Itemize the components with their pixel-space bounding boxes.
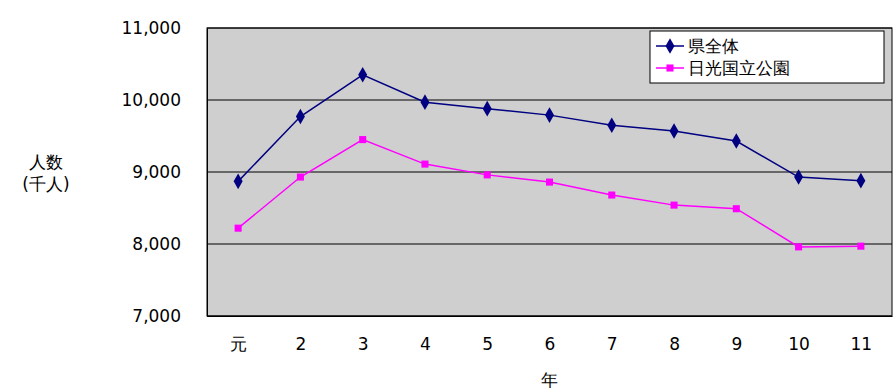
- y-tick-label: 7,000: [132, 306, 181, 326]
- marker: [856, 173, 865, 189]
- series-line: [238, 140, 861, 247]
- y-axis-line: [207, 29, 208, 317]
- plot: 7,000 8,000 9,000 10,000 11,000 元 2 3 4 5 6 7 8 9 10 11…: [122, 18, 893, 354]
- x-tick: 8: [669, 316, 680, 354]
- marker: [733, 205, 740, 212]
- x-tick-label: 元: [230, 334, 247, 354]
- x-tick: 9: [731, 316, 742, 354]
- marker: [297, 174, 304, 181]
- series-line: [238, 75, 861, 182]
- legend-label: 日光国立公園: [688, 58, 790, 78]
- grid: [207, 28, 892, 316]
- marker: [484, 171, 491, 178]
- marker: [794, 169, 803, 185]
- marker: [358, 67, 367, 83]
- x-tick: 2: [295, 316, 306, 354]
- marker: [795, 243, 802, 250]
- x-axis: 元 2 3 4 5 6 7 8 9 10 11: [208, 316, 893, 354]
- y-tick-label: 11,000: [122, 18, 181, 38]
- y-axis-title-line: (千人): [22, 174, 69, 194]
- legend-entry: 日光国立公園: [656, 58, 790, 78]
- x-tick: 7: [607, 316, 618, 354]
- marker: [608, 192, 615, 199]
- marker: [359, 136, 366, 143]
- x-tick-label: 4: [420, 334, 431, 354]
- marker: [546, 179, 553, 186]
- y-tick-label: 10,000: [122, 90, 181, 110]
- x-axis-title: 年: [541, 370, 558, 390]
- y-tick: 8,000: [132, 234, 207, 254]
- x-tick-label: 9: [731, 334, 742, 354]
- marker: [670, 123, 679, 139]
- marker: [671, 202, 678, 209]
- x-tick: 10: [788, 316, 810, 354]
- marker: [545, 107, 554, 123]
- x-tick-label: 11: [851, 334, 873, 354]
- x-axis-line: [208, 316, 893, 317]
- y-tick-label: 9,000: [132, 162, 181, 182]
- x-tick-label: 5: [482, 334, 493, 354]
- x-tick-label: 7: [607, 334, 618, 354]
- x-tick-label: 8: [669, 334, 680, 354]
- x-tick: 4: [420, 316, 431, 354]
- marker: [235, 225, 242, 232]
- y-tick: 10,000: [122, 90, 207, 110]
- x-tick: 元: [230, 316, 247, 354]
- y-axis: 7,000 8,000 9,000 10,000 11,000: [122, 18, 208, 326]
- y-tick: 7,000: [132, 306, 207, 326]
- marker: [420, 94, 429, 110]
- marks: [234, 67, 866, 250]
- y-tick-label: 8,000: [132, 234, 181, 254]
- grid-line: [207, 100, 892, 101]
- legend-label: 県全体: [688, 36, 739, 56]
- y-tick: 9,000: [132, 162, 207, 182]
- marker: [421, 161, 428, 168]
- chart: 7,000 8,000 9,000 10,000 11,000 元 2 3 4 5 6 7 8 9 10 11…: [0, 0, 896, 392]
- grid-line: [207, 244, 892, 245]
- marker: [234, 174, 243, 190]
- x-tick: 11: [851, 316, 873, 354]
- legend-entry: 県全体: [656, 36, 739, 56]
- marker: [732, 133, 741, 149]
- marker: [483, 101, 492, 117]
- x-tick-label: 3: [358, 334, 369, 354]
- x-tick: 5: [482, 316, 493, 354]
- x-tick: 3: [358, 316, 369, 354]
- legend-box: [650, 31, 884, 83]
- plot-frame: [207, 28, 892, 316]
- x-tick-label: 10: [788, 334, 810, 354]
- y-axis-title: 人数(千人): [22, 152, 69, 194]
- legend-marker: [666, 64, 673, 71]
- marker: [857, 243, 864, 250]
- marker: [296, 109, 305, 125]
- x-tick-label: 2: [295, 334, 306, 354]
- x-tick-label: 6: [545, 334, 556, 354]
- x-tick: 6: [545, 316, 556, 354]
- y-tick: 11,000: [122, 18, 207, 38]
- legend-marker: [666, 38, 675, 54]
- plot-background: [207, 28, 892, 316]
- legend: 県全体日光国立公園: [650, 31, 884, 83]
- y-axis-title-line: 人数: [29, 152, 63, 172]
- marker: [607, 117, 616, 133]
